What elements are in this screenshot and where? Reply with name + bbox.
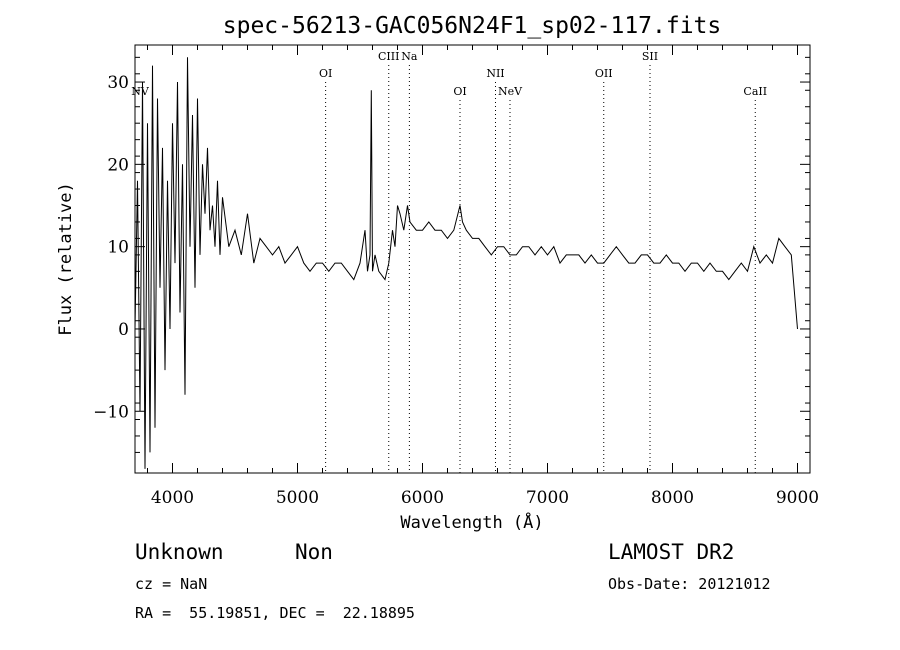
chart-title: spec-56213-GAC056N24F1_sp02-117.fits [223,13,722,39]
y-tick-label: 0 [118,320,129,340]
line-label: NV [131,85,150,98]
x-axis-label: Wavelength (Å) [400,511,543,533]
object-subclass: Non [295,540,333,564]
redshift-cz: cz = NaN [135,575,208,593]
spectrum-line [134,57,798,469]
line-label: CaII [743,85,767,98]
line-label: NII [486,67,504,80]
x-tick-label: 5000 [276,488,319,508]
plot-frame [134,44,811,474]
y-axis: −10 0 10 20 30 [93,56,810,453]
object-class: Unknown [135,540,224,564]
x-axis: 4000 5000 6000 7000 8000 9000 [147,45,819,508]
y-tick-label: −10 [93,402,129,422]
y-axis-label: Flux (relative) [56,182,76,336]
survey-name: LAMOST DR2 [608,540,735,564]
line-label: NeV [498,85,523,98]
ra-dec: RA = 55.19851, DEC = 22.18895 [135,604,415,622]
line-label: OI [319,67,332,80]
emission-line-markers: NV OI CIII Na OI NII NeV OII SII CaII [131,50,767,473]
x-tick-label: 9000 [776,488,819,508]
line-label: OI [453,85,466,98]
y-tick-label: 10 [107,238,129,258]
y-tick-label: 30 [107,73,129,93]
x-tick-label: 7000 [526,488,569,508]
line-label: CIII [378,50,399,63]
line-label: SII [642,50,658,63]
x-tick-label: 6000 [401,488,444,508]
x-tick-label: 8000 [651,488,694,508]
x-tick-label: 4000 [151,488,194,508]
line-label: OII [595,67,613,80]
y-tick-label: 20 [107,155,129,175]
observation-date: Obs-Date: 20121012 [608,575,771,593]
line-label: Na [401,50,418,63]
